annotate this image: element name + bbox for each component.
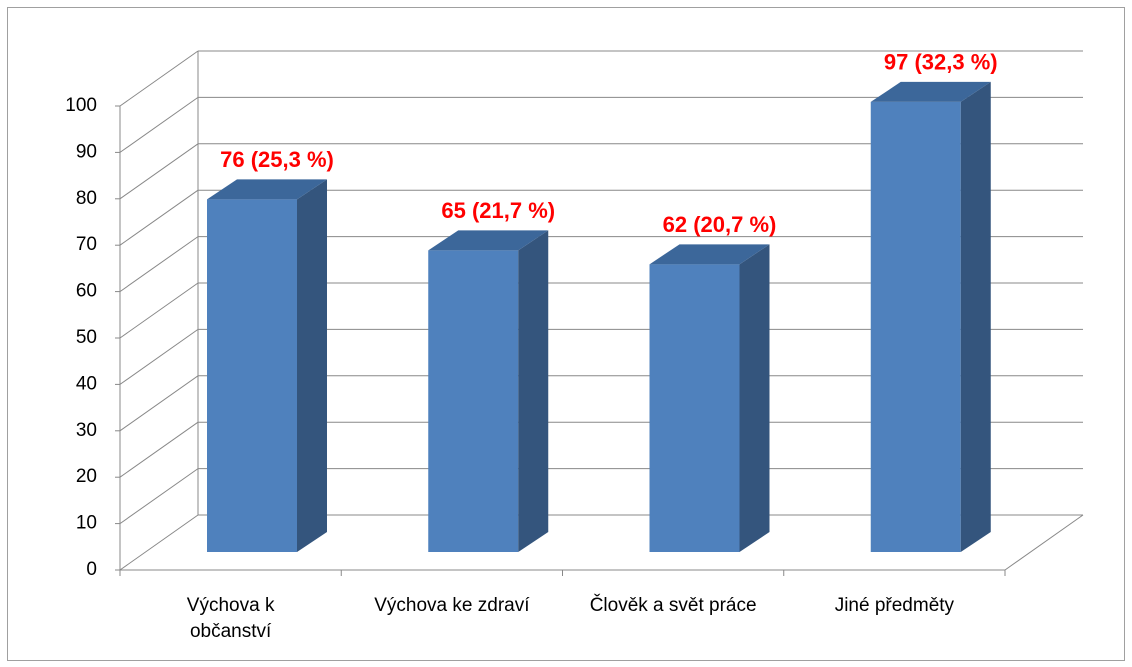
chart-frame (7, 7, 1125, 661)
grid-line (119, 143, 199, 200)
grid-line (119, 96, 199, 153)
grid-line (119, 421, 199, 478)
floor-edge (1004, 514, 1084, 571)
bar-top (207, 179, 327, 200)
bar-side (297, 179, 327, 553)
y-tick-label: 0 (86, 559, 97, 580)
grid-line (119, 50, 199, 107)
bar-top (870, 81, 991, 102)
y-tick-label: 90 (76, 141, 97, 162)
y-tick-label: 100 (65, 95, 97, 116)
y-tick-label: 60 (76, 281, 97, 302)
bar (207, 199, 297, 553)
x-tick-label: Výchova ke zdraví (374, 595, 530, 616)
grid-line (119, 236, 199, 293)
y-tick-label: 30 (76, 420, 97, 441)
grid-line (119, 468, 199, 525)
grid-line (119, 189, 199, 246)
grid-line (119, 282, 199, 339)
x-tick-label: Člověk a svět práce (589, 595, 757, 616)
y-tick-label: 10 (76, 513, 97, 534)
bar-side (518, 230, 549, 552)
grid-line (119, 328, 199, 385)
y-tick-label: 80 (76, 188, 97, 209)
bar (870, 101, 961, 553)
bar-top (428, 230, 549, 251)
grid-line (119, 514, 199, 571)
bar-side (739, 244, 770, 552)
value-label: 76 (25,3 %) (220, 147, 334, 172)
value-label: 65 (21,7 %) (441, 198, 555, 223)
y-tick-label: 20 (76, 466, 97, 487)
grid-line (119, 375, 199, 432)
y-tick-label: 70 (76, 234, 97, 255)
bar-side (960, 81, 991, 553)
value-label: 62 (20,7 %) (663, 212, 777, 237)
x-tick-label: Výchova k občanství (186, 595, 275, 642)
bar (428, 250, 519, 552)
bar-top (649, 244, 770, 265)
value-label: 97 (32,3 %) (884, 50, 998, 75)
y-tick-label: 40 (76, 373, 97, 394)
bar (649, 264, 740, 552)
x-tick-label: Jiné předměty (834, 595, 955, 616)
y-tick-label: 50 (76, 327, 97, 348)
